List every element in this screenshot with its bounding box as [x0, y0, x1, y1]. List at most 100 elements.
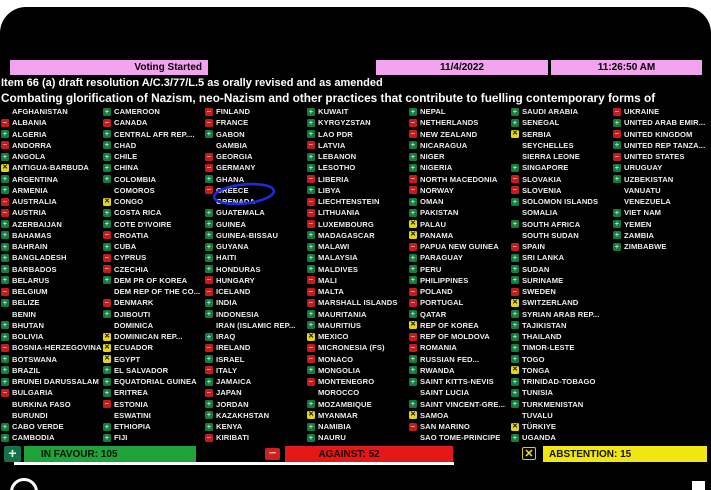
- country-row: ✕ ANTIGUA-BARBUDA: [1, 162, 103, 173]
- vote-mark-in-favour: +: [511, 162, 519, 172]
- country-row: + NAURU: [307, 432, 409, 443]
- vote-mark-in-favour: +: [409, 309, 417, 319]
- vote-mark-against: −: [409, 342, 417, 352]
- country-row: + HAITI: [205, 252, 307, 263]
- country-row: + MOZAMBIQUE: [307, 399, 409, 410]
- vote-mark-in-favour: +: [307, 432, 315, 442]
- country-name: IRELAND: [216, 343, 251, 353]
- abstention-x-icon: ✕: [522, 447, 536, 460]
- player-control-partial-icon[interactable]: [10, 478, 38, 490]
- vote-mark-against: −: [103, 230, 111, 240]
- country-row: ESWATINI: [103, 410, 205, 421]
- vote-mark-in-favour: +: [613, 174, 621, 184]
- country-name: ARGENTINA: [12, 174, 59, 184]
- vote-mark-against: −: [205, 387, 213, 397]
- country-row: + KUWAIT: [307, 106, 409, 117]
- country-row: + ARGENTINA: [1, 174, 103, 185]
- country-row: MOROCCO: [307, 387, 409, 398]
- country-row: BURUNDI: [1, 410, 103, 421]
- voting-status-label: Voting Started: [10, 60, 208, 75]
- country-name: MYANMAR: [318, 410, 358, 420]
- country-name: SOMALIA: [522, 208, 558, 218]
- country-row: + PAKISTAN: [409, 207, 511, 218]
- vote-mark-against: −: [409, 331, 417, 341]
- country-row: + THAILAND: [511, 331, 613, 342]
- vote-mark-in-favour: +: [307, 129, 315, 139]
- country-row: ✕ SERBIA: [511, 129, 613, 140]
- country-row: − ROMANIA: [409, 342, 511, 353]
- country-name: INDIA: [216, 298, 238, 308]
- vote-mark-against: −: [1, 117, 9, 127]
- country-name: NAURU: [318, 433, 346, 443]
- country-name: PAKISTAN: [420, 208, 459, 218]
- country-name: CHINA: [114, 163, 139, 173]
- country-name: SAUDI ARABIA: [522, 107, 579, 117]
- vote-mark-in-favour: +: [613, 162, 621, 172]
- vote-mark-in-favour: +: [409, 354, 417, 364]
- country-row: + BOTSWANA: [1, 354, 103, 365]
- country-row: ✕ CONGO: [103, 196, 205, 207]
- vote-mark-against: −: [1, 342, 9, 352]
- country-name: COTE D'IVOIRE: [114, 219, 172, 229]
- country-row: + IRAQ: [205, 331, 307, 342]
- country-name: MOROCCO: [318, 388, 360, 398]
- vote-mark-in-favour: +: [409, 252, 417, 262]
- country-row: IRAN (ISLAMIC REP...: [205, 320, 307, 331]
- vote-mark-in-favour: +: [511, 342, 519, 352]
- vote-mark-in-favour: +: [1, 320, 9, 330]
- vote-mark-against: −: [205, 185, 213, 195]
- country-name: HONDURAS: [216, 264, 261, 274]
- country-row: + BARBADOS: [1, 264, 103, 275]
- country-name: SERBIA: [522, 129, 552, 139]
- vote-mark-in-favour: +: [409, 140, 417, 150]
- country-name: DJIBOUTI: [114, 309, 151, 319]
- vote-mark-abstention: ✕: [409, 411, 417, 420]
- vote-mark-against: −: [103, 297, 111, 307]
- vote-mark-in-favour: +: [1, 241, 9, 251]
- fullscreen-icon[interactable]: [692, 481, 705, 490]
- country-name: ERITREA: [114, 388, 149, 398]
- country-row: + URUGUAY: [613, 162, 711, 173]
- country-name: FRANCE: [216, 118, 249, 128]
- vote-mark-in-favour: +: [205, 207, 213, 217]
- vote-mark-against: −: [205, 275, 213, 285]
- country-row: − NORTH MACEDONIA: [409, 174, 511, 185]
- vote-mark-in-favour: +: [103, 387, 111, 397]
- country-row: − LIBERIA: [307, 174, 409, 185]
- vote-mark-against: −: [307, 140, 315, 150]
- country-row: + CAMEROON: [103, 106, 205, 117]
- country-row: ✕ MEXICO: [307, 331, 409, 342]
- country-row: + UNITED REP TANZA...: [613, 140, 711, 151]
- country-row: + SAINT KITTS-NEVIS: [409, 376, 511, 387]
- country-name: MONACO: [318, 354, 354, 364]
- country-row: + TOGO: [511, 354, 613, 365]
- country-row: − BELGIUM: [1, 286, 103, 297]
- country-name: SENEGAL: [522, 118, 560, 128]
- country-name: CAMEROON: [114, 107, 160, 117]
- vote-mark-in-favour: +: [511, 331, 519, 341]
- vote-mark-against: −: [307, 297, 315, 307]
- country-row: − MICRONESIA (FS): [307, 342, 409, 353]
- vote-mark-in-favour: +: [1, 297, 9, 307]
- country-row: ✕ TÜRKIYE: [511, 421, 613, 432]
- country-name: PHILIPPINES: [420, 275, 469, 285]
- country-name: SIERRA LEONE: [522, 152, 580, 162]
- vote-mark-against: −: [613, 106, 621, 116]
- country-row: + BOLIVIA: [1, 331, 103, 342]
- country-name: ISRAEL: [216, 354, 245, 364]
- vote-mark-abstention: ✕: [409, 231, 417, 240]
- country-row: + LIBYA: [307, 185, 409, 196]
- country-name: TRINIDAD-TOBAGO: [522, 377, 596, 387]
- country-name: CAMBODIA: [12, 433, 55, 443]
- country-row: − SAN MARINO: [409, 421, 511, 432]
- vote-mark-in-favour: +: [103, 151, 111, 161]
- country-row: − CANADA: [103, 117, 205, 128]
- country-row: − MONTENEGRO: [307, 376, 409, 387]
- vote-mark-in-favour: +: [511, 387, 519, 397]
- country-row: − LATVIA: [307, 140, 409, 151]
- country-name: ZAMBIA: [624, 230, 655, 240]
- country-row: + PARAGUAY: [409, 252, 511, 263]
- country-name: NAMIBIA: [318, 422, 352, 432]
- vote-mark-in-favour: +: [307, 365, 315, 375]
- country-row: VANUATU: [613, 185, 711, 196]
